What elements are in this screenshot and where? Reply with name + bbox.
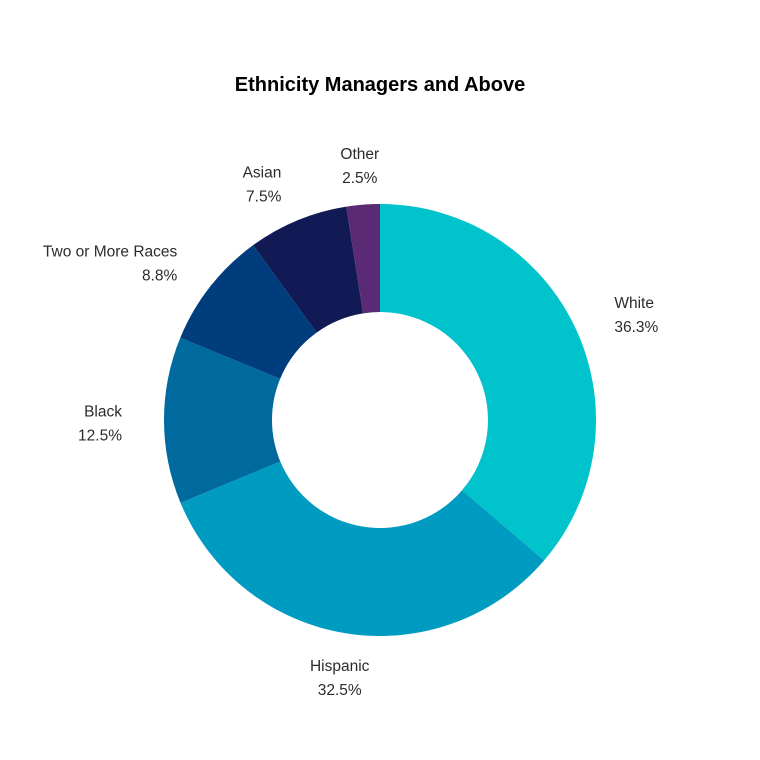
value-label-other: 2.5%	[342, 170, 378, 187]
slice-white	[380, 204, 596, 561]
value-label-asian: 7.5%	[246, 189, 282, 206]
value-label-white: 36.3%	[614, 319, 658, 336]
value-label-two-or-more-races: 8.8%	[142, 267, 178, 284]
slice-asian	[253, 206, 364, 333]
label-two-or-more-races: Two or More Races	[43, 243, 178, 260]
slice-black	[164, 337, 281, 503]
chart-title: Ethnicity Managers and Above	[234, 74, 526, 96]
label-hispanic: Hispanic	[310, 658, 370, 675]
slice-hispanic	[180, 461, 545, 637]
slice-other	[346, 204, 380, 314]
slice-two-or-more-races	[180, 245, 317, 379]
value-label-hispanic: 32.5%	[318, 682, 362, 699]
value-label-black: 12.5%	[78, 427, 122, 444]
label-black: Black	[84, 403, 122, 420]
label-asian: Asian	[243, 165, 282, 182]
label-white: White	[614, 295, 654, 312]
label-other: Other	[340, 146, 379, 163]
